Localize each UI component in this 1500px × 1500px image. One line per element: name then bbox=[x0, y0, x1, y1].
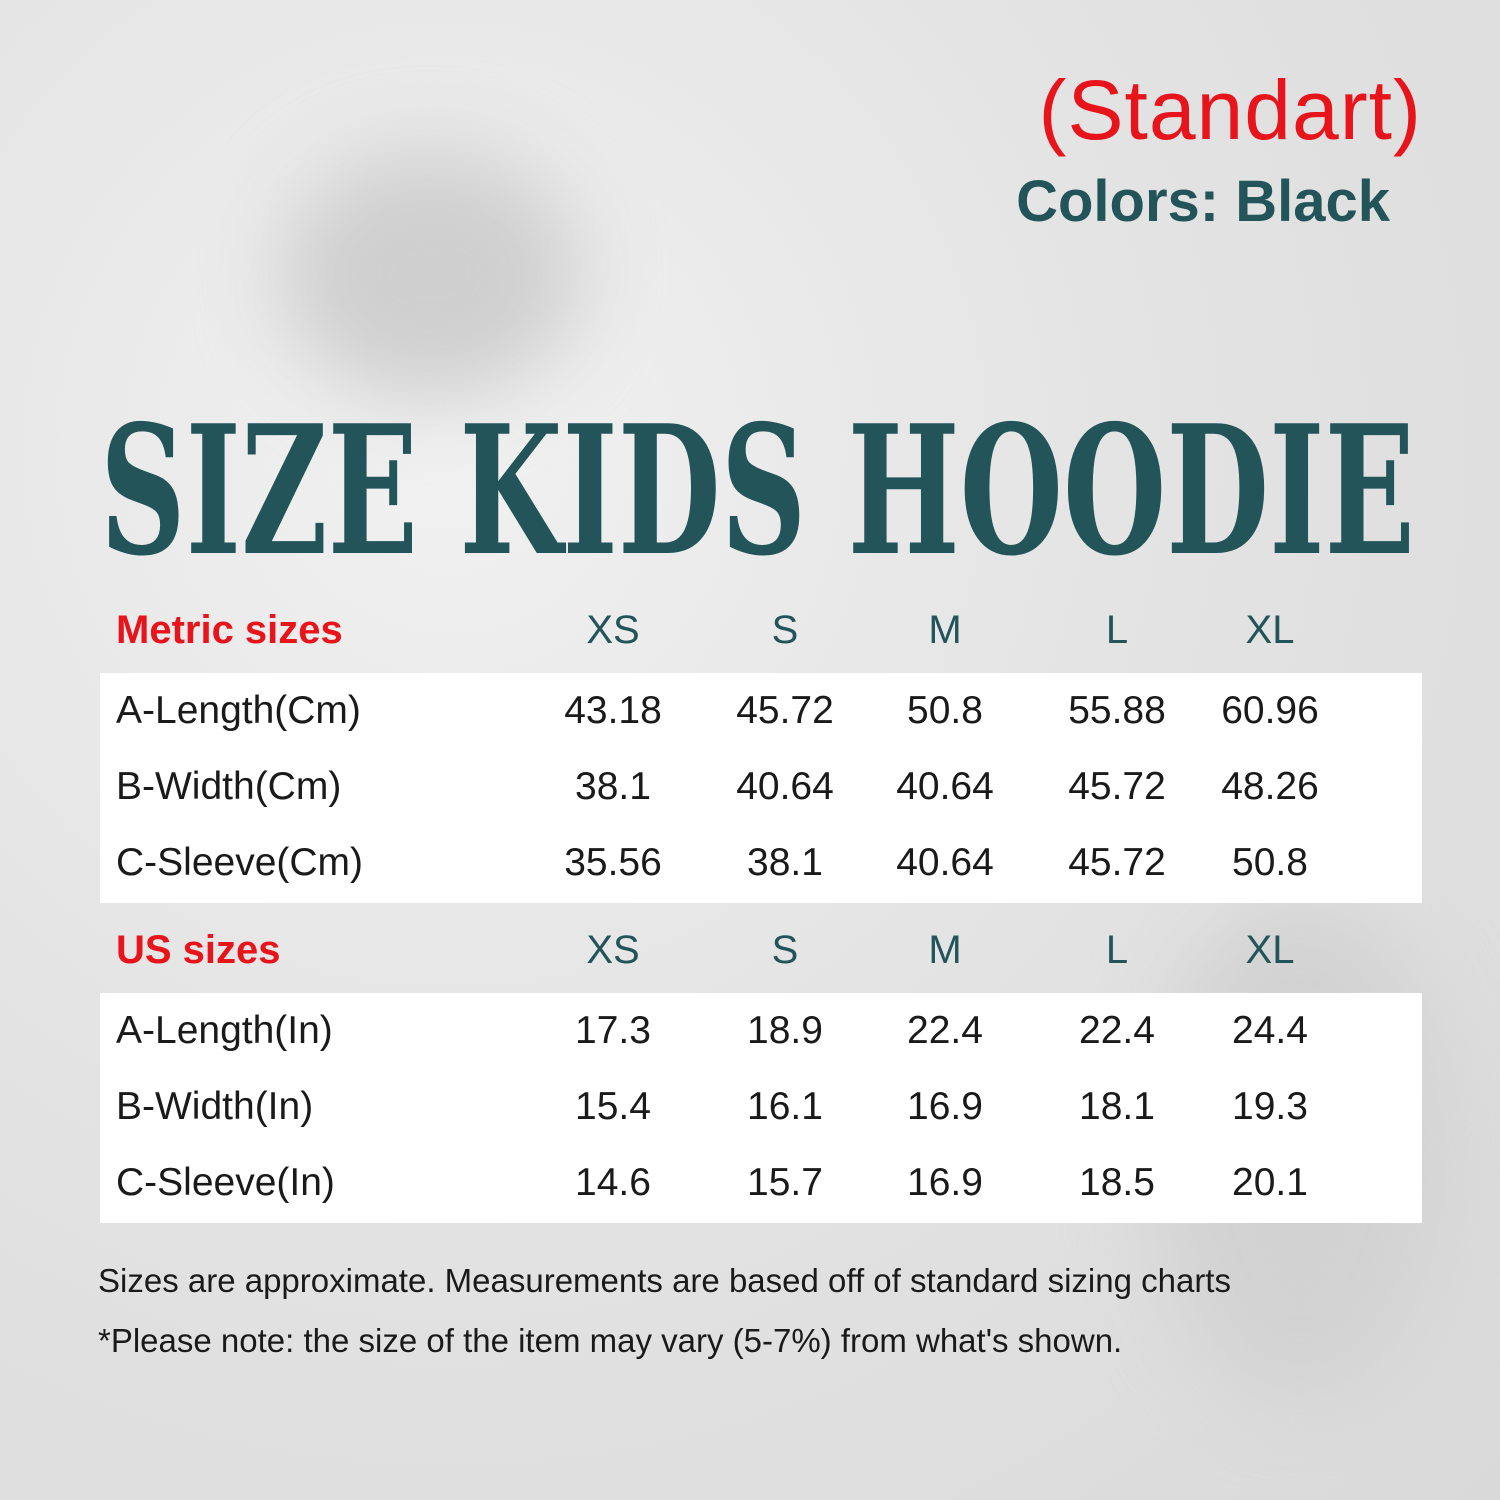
size-header-l: L bbox=[1105, 928, 1129, 972]
section-label: Metric sizes bbox=[116, 608, 343, 652]
table-cell: 38.1 bbox=[747, 841, 823, 884]
edition-label: (Standart) bbox=[1038, 63, 1422, 157]
size-header-m: M bbox=[928, 928, 962, 972]
table-cell: 16.1 bbox=[747, 1085, 823, 1128]
size-header-xl: XL bbox=[1245, 608, 1295, 652]
row-label: B-Width(Cm) bbox=[116, 765, 342, 808]
table-cell: 35.56 bbox=[564, 841, 662, 884]
table-cell: 16.9 bbox=[907, 1085, 983, 1128]
table-cell: 24.4 bbox=[1232, 1009, 1308, 1052]
table-cell: 55.88 bbox=[1068, 689, 1166, 732]
table-row: A-Length(Cm) 43.18 45.72 50.8 55.88 60.96 bbox=[100, 673, 1422, 749]
table-cell: 50.8 bbox=[907, 689, 983, 732]
colors-label: Colors: Black bbox=[1016, 169, 1390, 234]
hoodie-shadow bbox=[280, 150, 580, 400]
table-cell: 45.72 bbox=[736, 689, 834, 732]
size-header-xl: XL bbox=[1245, 928, 1295, 972]
size-header-s: S bbox=[771, 928, 799, 972]
table-cell: 45.72 bbox=[1068, 765, 1166, 808]
table-cell: 20.1 bbox=[1232, 1161, 1308, 1204]
table-cell: 40.64 bbox=[896, 765, 994, 808]
table-cell: 18.9 bbox=[747, 1009, 823, 1052]
table-cell: 14.6 bbox=[575, 1161, 651, 1204]
size-header-xs: XS bbox=[586, 608, 640, 652]
table-cell: 16.9 bbox=[907, 1161, 983, 1204]
table-cell: 22.4 bbox=[1079, 1009, 1155, 1052]
size-header-xs: XS bbox=[586, 928, 640, 972]
table-cell: 18.5 bbox=[1079, 1161, 1155, 1204]
table-cell: 15.4 bbox=[575, 1085, 651, 1128]
us-table: A-Length(In) 17.3 18.9 22.4 22.4 24.4 B-Width(… bbox=[100, 993, 1422, 1223]
row-label: A-Length(Cm) bbox=[116, 689, 361, 732]
page-title-text: SIZE KIDS HOODIE bbox=[100, 415, 1415, 560]
metric-header: Metric sizes XS S M L XL bbox=[100, 600, 1422, 660]
table-cell: 17.3 bbox=[575, 1009, 651, 1052]
table-row: B-Width(Cm) 38.1 40.64 40.64 45.72 48.26 bbox=[100, 749, 1422, 825]
table-cell: 45.72 bbox=[1068, 841, 1166, 884]
row-label: B-Width(In) bbox=[116, 1085, 314, 1128]
metric-table: A-Length(Cm) 43.18 45.72 50.8 55.88 60.96 B-Wi… bbox=[100, 673, 1422, 903]
size-header-l: L bbox=[1105, 608, 1129, 652]
table-cell: 38.1 bbox=[575, 765, 651, 808]
table-cell: 48.26 bbox=[1221, 765, 1319, 808]
size-header-s: S bbox=[771, 608, 799, 652]
table-cell: 19.3 bbox=[1232, 1085, 1308, 1128]
row-label: C-Sleeve(Cm) bbox=[116, 841, 364, 884]
table-cell: 50.8 bbox=[1232, 841, 1308, 884]
us-header: US sizes XS S M L XL bbox=[100, 920, 1422, 980]
row-label: C-Sleeve(In) bbox=[116, 1161, 335, 1204]
table-row: A-Length(In) 17.3 18.9 22.4 22.4 24.4 bbox=[100, 993, 1422, 1069]
page-title: SIZE KIDS HOODIE bbox=[100, 415, 1415, 560]
table-cell: 22.4 bbox=[907, 1009, 983, 1052]
table-row: C-Sleeve(Cm) 35.56 38.1 40.64 45.72 50.8 bbox=[100, 825, 1422, 901]
table-cell: 60.96 bbox=[1221, 689, 1319, 732]
table-row: B-Width(In) 15.4 16.1 16.9 18.1 19.3 bbox=[100, 1069, 1422, 1145]
note-approximate: Sizes are approximate. Measurements are … bbox=[98, 1262, 1231, 1299]
table-cell: 18.1 bbox=[1079, 1085, 1155, 1128]
section-label: US sizes bbox=[116, 928, 281, 972]
table-row: C-Sleeve(In) 14.6 15.7 16.9 18.5 20.1 bbox=[100, 1145, 1422, 1221]
note-variance: *Please note: the size of the item may v… bbox=[98, 1322, 1123, 1359]
table-cell: 40.64 bbox=[736, 765, 834, 808]
size-header-m: M bbox=[928, 608, 962, 652]
table-cell: 40.64 bbox=[896, 841, 994, 884]
table-cell: 15.7 bbox=[747, 1161, 823, 1204]
row-label: A-Length(In) bbox=[116, 1009, 333, 1052]
table-cell: 43.18 bbox=[564, 689, 662, 732]
